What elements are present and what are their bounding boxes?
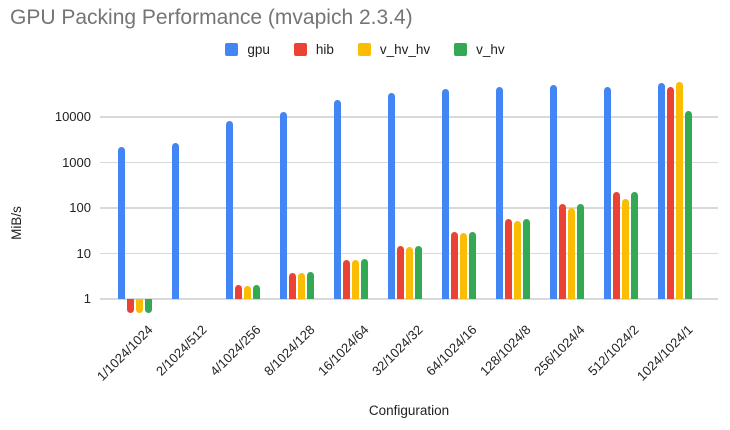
bar-gpu — [496, 87, 503, 299]
x-axis-title: Configuration — [368, 403, 450, 418]
bar-v_hv_hv — [244, 286, 251, 299]
bar-v_hv — [361, 258, 368, 299]
legend-item-v_hv: v_hv — [454, 42, 505, 57]
bar-v_hv — [469, 231, 476, 299]
gridline — [100, 207, 718, 209]
bar-v_hv_hv — [406, 246, 413, 299]
legend-label: gpu — [247, 42, 270, 57]
bar-v_hv_hv — [352, 259, 359, 299]
legend-item-hib: hib — [293, 42, 334, 57]
bar-hib — [559, 204, 566, 299]
y-tick-label: 10 — [76, 245, 91, 261]
legend-label: v_hv — [476, 42, 505, 57]
legend-swatch-icon — [225, 43, 239, 56]
legend-item-v_hv_hv: v_hv_hv — [357, 42, 431, 57]
bar-hib — [127, 299, 134, 313]
gridline — [100, 161, 718, 164]
y-tick-label: 1000 — [62, 154, 91, 170]
legend-label: hib — [315, 42, 334, 57]
legend-swatch-icon — [293, 43, 307, 56]
bar-v_hv_hv — [676, 82, 683, 299]
bar-v_hv — [307, 272, 314, 299]
bar-hib — [289, 273, 296, 299]
bar-v_hv_hv — [568, 208, 575, 299]
bar-v_hv — [145, 299, 152, 313]
gridline — [100, 298, 718, 300]
bar-v_hv_hv — [622, 198, 629, 299]
bar-hib — [667, 86, 674, 299]
legend-label: v_hv_hv — [379, 42, 431, 57]
bar-gpu — [280, 111, 287, 299]
bar-gpu — [118, 146, 125, 299]
bar-gpu — [172, 142, 179, 299]
y-tick-label: 100 — [69, 200, 91, 215]
bar-gpu — [226, 120, 233, 299]
bar-hib — [505, 219, 512, 299]
y-tick-label: 10000 — [54, 109, 91, 124]
bar-gpu — [334, 99, 341, 299]
bar-hib — [451, 232, 458, 299]
bar-v_hv — [523, 219, 530, 299]
legend: gpu hib v_hv_hv v_hv — [0, 42, 730, 57]
bar-hib — [613, 191, 620, 299]
bar-hib — [397, 246, 404, 299]
legend-swatch-icon — [454, 43, 468, 56]
bar-gpu — [604, 86, 611, 299]
bar-hib — [343, 259, 350, 299]
bar-v_hv — [253, 285, 260, 299]
chart-title: GPU Packing Performance (mvapich 2.3.4) — [10, 6, 413, 29]
bar-v_hv_hv — [136, 299, 143, 313]
bar-gpu — [550, 85, 557, 299]
bar-v_hv — [631, 192, 638, 299]
legend-swatch-icon — [357, 43, 371, 56]
bar-gpu — [658, 82, 665, 299]
bar-gpu — [388, 92, 395, 299]
bar-gpu — [442, 88, 449, 299]
y-tick-label: 1 — [83, 291, 91, 306]
bar-v_hv — [577, 203, 584, 299]
bar-v_hv_hv — [460, 233, 467, 299]
y-axis-title: MiB/s — [9, 206, 24, 240]
bar-hib — [235, 285, 242, 299]
bar-v_hv — [415, 246, 422, 299]
gridline — [100, 116, 718, 118]
bar-v_hv_hv — [298, 272, 305, 299]
bar-v_hv_hv — [514, 221, 521, 299]
legend-item-gpu: gpu — [225, 42, 270, 57]
bar-v_hv — [685, 111, 692, 299]
